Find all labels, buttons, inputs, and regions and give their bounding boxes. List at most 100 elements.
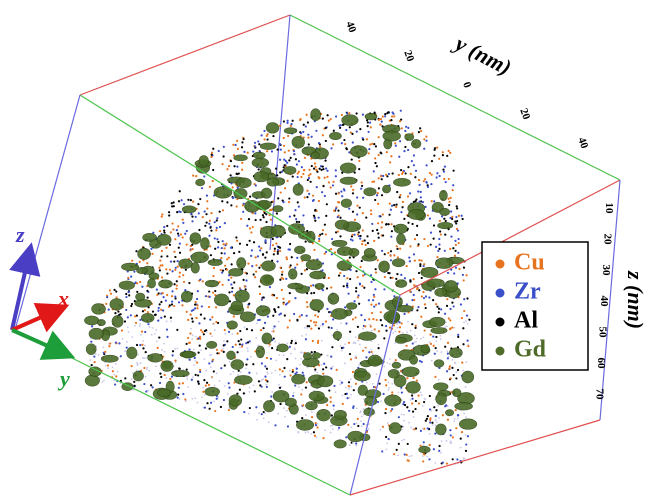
atom [417, 190, 419, 192]
atom [380, 175, 382, 177]
atom [326, 176, 328, 178]
atom [170, 317, 172, 319]
atom [165, 268, 167, 270]
atom [404, 277, 406, 279]
atom [266, 371, 268, 373]
atom [352, 192, 354, 194]
atom [457, 336, 459, 338]
atom [105, 365, 107, 367]
atom [438, 175, 440, 177]
atom [370, 325, 372, 327]
gd-cluster [127, 347, 137, 359]
atom [178, 367, 180, 369]
atom [445, 404, 447, 406]
atom [410, 173, 412, 175]
atom [449, 248, 451, 250]
atom [163, 343, 165, 345]
gd-cluster [331, 308, 347, 319]
gd-cluster [205, 280, 218, 287]
atom [255, 271, 257, 273]
atom [203, 317, 205, 319]
atom [147, 390, 149, 392]
atom [372, 230, 374, 232]
atom [448, 201, 450, 203]
atom [203, 379, 205, 381]
atom [458, 215, 460, 217]
atom [216, 238, 218, 240]
atom [330, 186, 332, 188]
atom [206, 200, 208, 202]
atom [294, 209, 296, 211]
atom [413, 164, 415, 166]
atom [137, 354, 139, 356]
atom [241, 146, 243, 148]
atom [180, 211, 182, 213]
atom [452, 458, 454, 460]
atom [294, 384, 296, 386]
atom [307, 431, 309, 433]
atom [325, 320, 327, 322]
atom [415, 341, 417, 343]
atom [260, 247, 262, 249]
atom [313, 431, 315, 433]
atom [438, 379, 440, 381]
atom [178, 301, 180, 303]
atom [186, 368, 188, 370]
atom [107, 364, 109, 366]
atom [279, 159, 281, 161]
atom [281, 271, 283, 273]
atom [90, 341, 92, 343]
atom [413, 428, 415, 430]
atom [295, 340, 297, 342]
atom [143, 367, 145, 369]
atom [457, 414, 459, 416]
atom [326, 170, 328, 172]
atom [198, 383, 200, 385]
atom [194, 307, 196, 309]
gd-cluster [273, 206, 283, 212]
atom [389, 255, 391, 257]
atom [410, 399, 412, 401]
atom [368, 148, 370, 150]
atom [409, 279, 411, 281]
atom [294, 297, 296, 299]
atom [302, 372, 304, 374]
atom [236, 205, 238, 207]
atom [117, 310, 119, 312]
atom [295, 218, 297, 220]
atom [424, 178, 426, 180]
atom [196, 307, 198, 309]
atom [257, 255, 259, 257]
atom [338, 192, 340, 194]
atom [344, 363, 346, 365]
atom [259, 219, 261, 221]
atom [331, 425, 333, 427]
atom [308, 177, 310, 179]
atom [390, 250, 392, 252]
atom [284, 164, 286, 166]
atom [431, 200, 433, 202]
atom [368, 428, 370, 430]
atom [347, 424, 349, 426]
atom [456, 220, 458, 222]
atom [349, 397, 351, 399]
atom [206, 331, 208, 333]
atom [407, 149, 409, 151]
gd-cluster [337, 261, 352, 271]
atom [463, 310, 465, 312]
atom [186, 243, 188, 245]
atom [276, 212, 278, 214]
atom [418, 272, 420, 274]
atom [320, 364, 322, 366]
atom [139, 344, 141, 346]
atom [170, 320, 172, 322]
atom [435, 415, 437, 417]
atom [259, 249, 261, 251]
gd-cluster [231, 301, 243, 311]
atom [171, 222, 173, 224]
atom [114, 312, 116, 314]
atom [465, 320, 467, 322]
atom [385, 330, 387, 332]
atom [239, 330, 241, 332]
atom [378, 119, 380, 121]
